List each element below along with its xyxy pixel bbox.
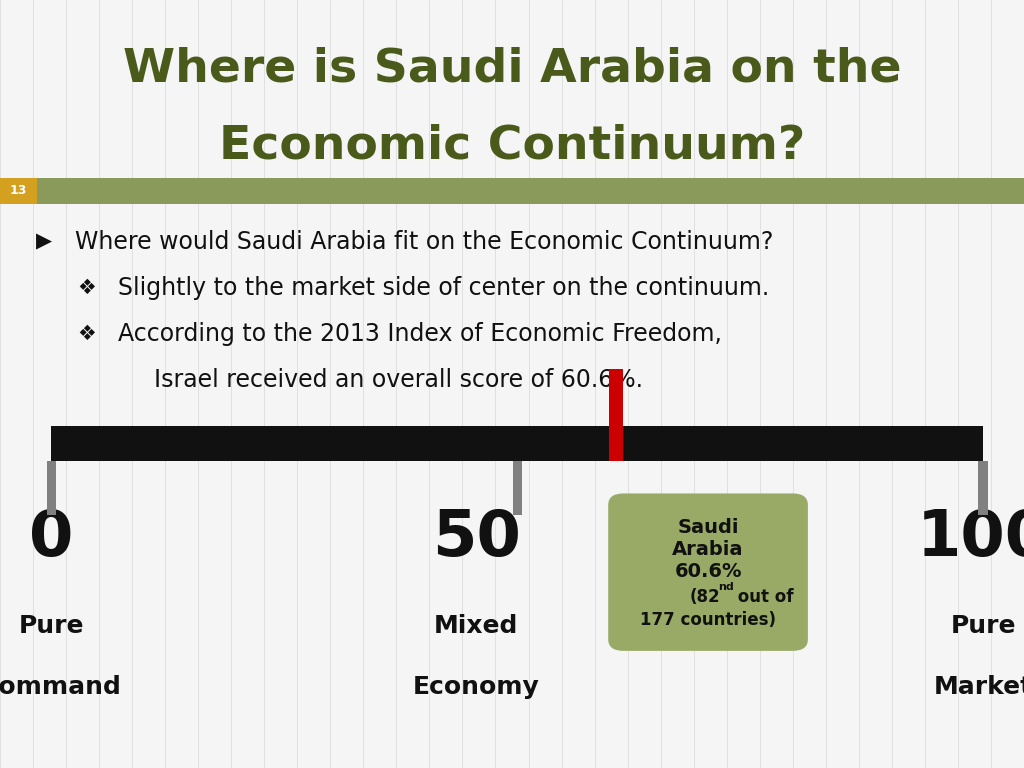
Text: Economic Continuum?: Economic Continuum? [219, 124, 805, 168]
Text: (82: (82 [689, 588, 720, 606]
Text: Economy: Economy [413, 675, 540, 700]
Text: 60.6%: 60.6% [675, 562, 741, 581]
Text: 50: 50 [432, 507, 520, 568]
FancyBboxPatch shape [0, 178, 37, 204]
Text: ❖: ❖ [77, 278, 95, 298]
Text: According to the 2013 Index of Economic Freedom,: According to the 2013 Index of Economic … [118, 322, 722, 346]
Text: Market: Market [934, 675, 1024, 700]
FancyBboxPatch shape [0, 178, 1024, 204]
FancyBboxPatch shape [979, 461, 987, 515]
Text: out of: out of [731, 588, 794, 606]
Text: 0: 0 [29, 507, 74, 568]
Text: Pure: Pure [950, 614, 1016, 638]
Text: Saudi: Saudi [677, 518, 738, 537]
Text: 13: 13 [10, 184, 27, 197]
Text: 100: 100 [916, 507, 1024, 568]
FancyBboxPatch shape [51, 426, 983, 461]
Text: Where would Saudi Arabia fit on the Economic Continuum?: Where would Saudi Arabia fit on the Econ… [75, 230, 773, 254]
Text: Israel received an overall score of 60.6%.: Israel received an overall score of 60.6… [154, 368, 643, 392]
FancyBboxPatch shape [608, 493, 808, 650]
Text: Mixed: Mixed [434, 614, 518, 638]
FancyBboxPatch shape [47, 461, 56, 515]
Text: Command: Command [0, 675, 122, 700]
Text: Slightly to the market side of center on the continuum.: Slightly to the market side of center on… [118, 276, 769, 300]
Text: ❖: ❖ [77, 324, 95, 344]
FancyBboxPatch shape [608, 369, 623, 461]
Text: 177 countries): 177 countries) [640, 611, 776, 629]
Text: ▶: ▶ [36, 232, 52, 252]
Text: Where is Saudi Arabia on the: Where is Saudi Arabia on the [123, 47, 901, 91]
Text: Pure: Pure [18, 614, 84, 638]
FancyBboxPatch shape [513, 461, 522, 515]
Text: nd: nd [718, 581, 734, 592]
Text: Arabia: Arabia [673, 540, 743, 558]
Polygon shape [621, 505, 686, 518]
